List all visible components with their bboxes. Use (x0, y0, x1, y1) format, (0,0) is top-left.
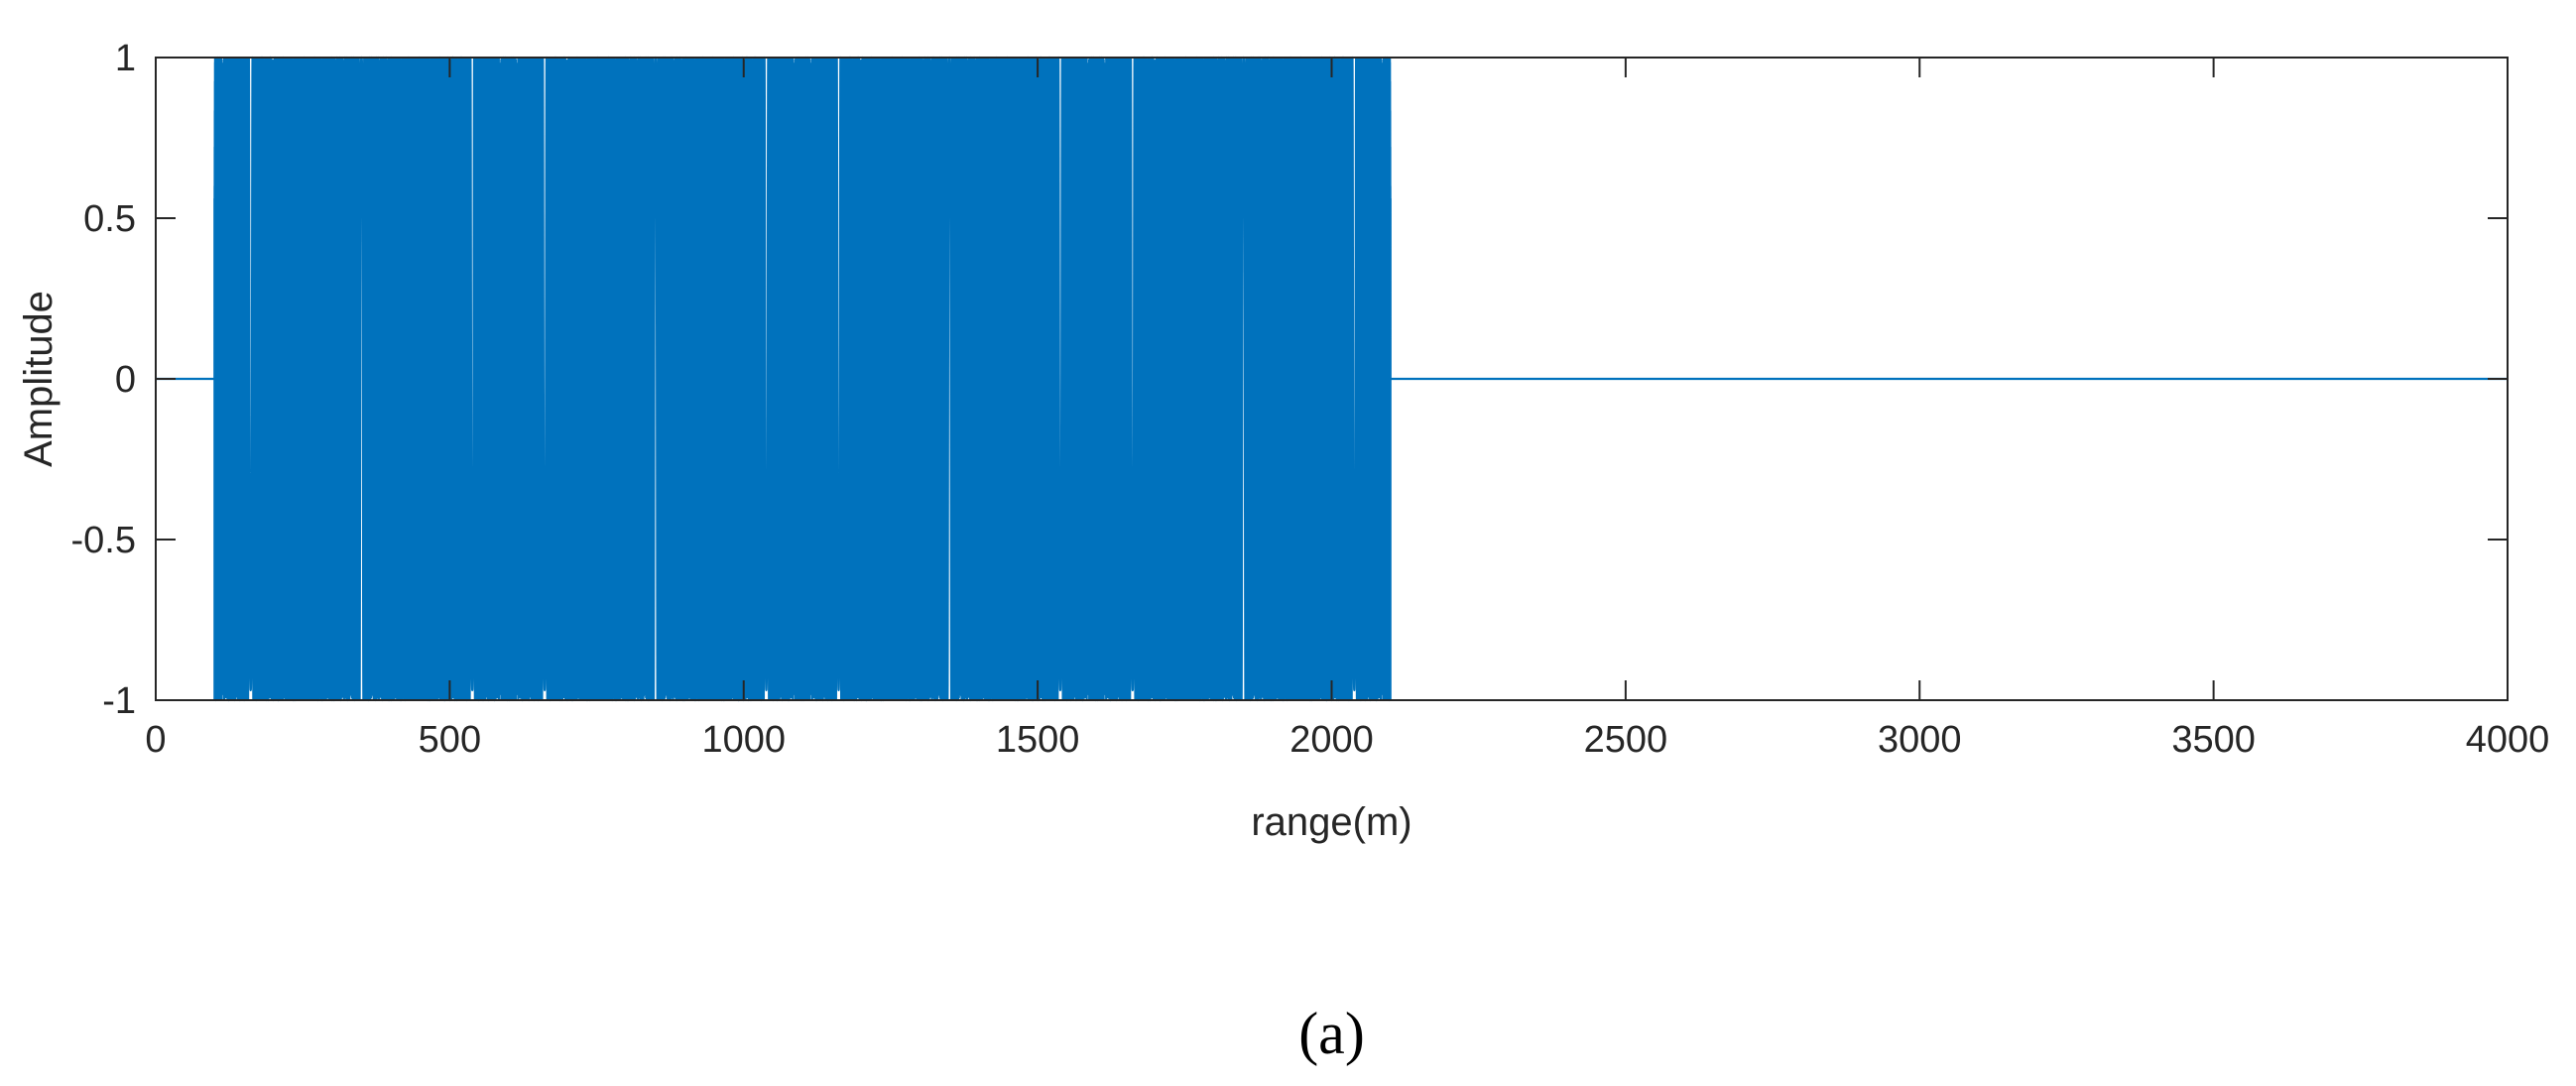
y-tick-label: 0 (115, 359, 136, 401)
x-tick-label: 4000 (2466, 719, 2550, 761)
y-tick-label: 0.5 (83, 198, 136, 240)
x-tick-label: 1000 (701, 719, 786, 761)
y-axis-ticks: -1 -0.5 0 0.5 1 (71, 38, 2508, 722)
x-tick-label: 3000 (1878, 719, 1962, 761)
x-tick-label: 500 (419, 719, 481, 761)
x-tick-label: 2500 (1584, 719, 1668, 761)
x-axis-label: range(m) (1251, 800, 1411, 844)
y-tick-label: 1 (115, 38, 136, 79)
x-tick-label: 0 (145, 719, 166, 761)
signal-line (156, 56, 2508, 702)
x-axis-ticks: 0 500 1000 1500 2000 2500 3000 3500 4000 (145, 58, 2549, 761)
x-tick-label: 1500 (996, 719, 1080, 761)
x-tick-label: 2000 (1289, 719, 1374, 761)
plot-area (155, 56, 2509, 702)
panel-label: (a) (1298, 1001, 1365, 1066)
y-tick-label: -1 (102, 680, 136, 722)
y-tick-label: -0.5 (71, 520, 136, 561)
y-axis-label: Amplitude (17, 291, 61, 467)
x-tick-label: 3500 (2171, 719, 2256, 761)
